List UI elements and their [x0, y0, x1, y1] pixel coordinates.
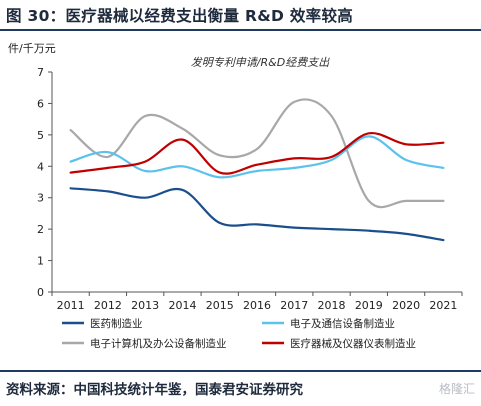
- legend-label-0: 医药制造业: [90, 317, 143, 330]
- footer-divider: [0, 370, 481, 372]
- x-tick-label: 2012: [94, 299, 122, 312]
- x-tick-label: 2021: [429, 299, 457, 312]
- y-axis-unit-label: 件/千万元: [8, 42, 56, 55]
- y-tick-label: 6: [37, 97, 44, 110]
- legend-label-3: 医疗器械及仪器仪表制造业: [290, 337, 416, 350]
- x-tick-label: 2018: [318, 299, 346, 312]
- series-line-0: [69, 187, 445, 242]
- y-tick-label: 1: [37, 255, 44, 268]
- x-tick-label: 2020: [392, 299, 420, 312]
- y-tick-label: 7: [37, 66, 44, 79]
- legend-label-2: 电子计算机及办公设备制造业: [90, 337, 227, 350]
- source-note: 资料来源：中国科技统计年鉴，国泰君安证券研究: [6, 382, 303, 398]
- series-line-1: [69, 135, 445, 179]
- x-tick-label: 2013: [131, 299, 159, 312]
- y-tick-label: 3: [37, 192, 44, 205]
- x-tick-label: 2011: [57, 299, 85, 312]
- y-tick-label: 2: [37, 223, 44, 236]
- series-line-3: [69, 132, 445, 175]
- title-divider: [0, 29, 481, 31]
- x-tick-label: 2015: [206, 299, 234, 312]
- y-tick-label: 0: [37, 286, 44, 299]
- y-tick-label: 5: [37, 129, 44, 142]
- series-line-2: [69, 98, 445, 209]
- watermark: 格隆汇: [438, 382, 475, 396]
- chart-title: 图 30：医疗器械以经费支出衡量 R&D 效率较高: [6, 7, 354, 25]
- legend-label-1: 电子及通信设备制造业: [290, 317, 395, 330]
- chart-subtitle: 发明专利申请/R&D经费支出: [191, 56, 330, 69]
- x-tick-label: 2017: [280, 299, 308, 312]
- x-tick-label: 2016: [243, 299, 271, 312]
- x-tick-label: 2019: [355, 299, 383, 312]
- x-tick-label: 2014: [168, 299, 196, 312]
- y-tick-label: 4: [37, 160, 44, 173]
